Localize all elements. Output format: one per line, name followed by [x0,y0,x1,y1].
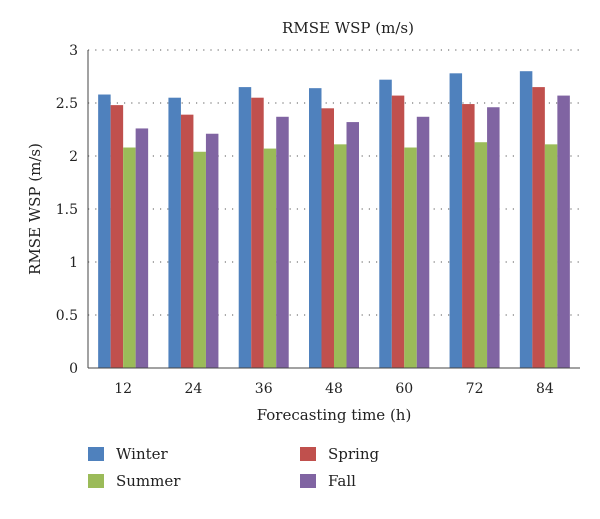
bar-winter-24 [168,97,181,368]
legend-swatch-spring [300,447,316,461]
y-tick-label: 1.5 [56,202,78,218]
bar-spring-12 [110,105,124,369]
bar-winter-60 [379,79,392,369]
bar-fall-24 [205,133,219,368]
x-tick-label: 36 [255,381,273,397]
bar-fall-72 [487,107,500,369]
x-tick-labels: 12 24 36 48 60 72 84 [114,381,554,397]
y-tick-label: 2.5 [56,96,78,112]
legend-swatch-summer [88,474,104,488]
x-tick-label: 84 [536,381,554,397]
bar-fall-48 [346,122,359,368]
legend-label-fall: Fall [328,472,356,490]
y-tick-label: 3 [69,43,78,59]
bar-fall-84 [557,95,570,368]
y-tick-label: 0 [69,361,78,377]
y-tick-labels: 0 0.5 1 1.5 2 2.5 3 [56,43,78,377]
x-tick-label: 60 [395,381,413,397]
bar-winter-36 [238,87,252,368]
bar-summer-24 [193,151,206,368]
bar-winter-48 [309,88,322,368]
chart-title: RMSE WSP (m/s) [282,19,414,37]
bar-summer-84 [544,144,558,368]
bar-summer-72 [474,142,488,368]
x-tick-label: 24 [185,381,203,397]
bar-winter-12 [98,94,111,369]
bar-spring-72 [462,104,475,368]
x-tick-label: 48 [325,381,343,397]
legend-label-spring: Spring [328,445,380,463]
bar-summer-12 [123,147,136,368]
bar-fall-60 [416,116,430,368]
legend: Winter Spring Summer Fall [88,445,380,490]
bar-spring-60 [391,95,405,368]
y-tick-label: 1 [69,255,78,271]
legend-swatch-fall [300,474,316,488]
bar-winter-84 [519,71,533,368]
bar-winter-72 [449,73,463,368]
bar-fall-36 [276,116,289,368]
bar-spring-48 [321,108,334,369]
legend-label-summer: Summer [116,472,181,490]
bar-summer-48 [334,144,347,368]
legend-swatch-winter [88,447,104,461]
y-axis-label: RMSE WSP (m/s) [26,143,44,275]
bar-spring-84 [532,87,545,368]
bar-summer-60 [404,147,417,368]
bars [98,71,570,369]
x-axis-label: Forecasting time (h) [257,406,412,424]
bar-fall-12 [135,128,149,368]
legend-label-winter: Winter [116,445,169,463]
y-tick-label: 2 [69,149,78,165]
bar-summer-36 [263,148,277,368]
x-tick-label: 72 [466,381,484,397]
x-tick-label: 12 [114,381,132,397]
bar-spring-24 [180,114,194,368]
bar-spring-36 [251,97,264,368]
y-tick-label: 0.5 [56,308,78,324]
